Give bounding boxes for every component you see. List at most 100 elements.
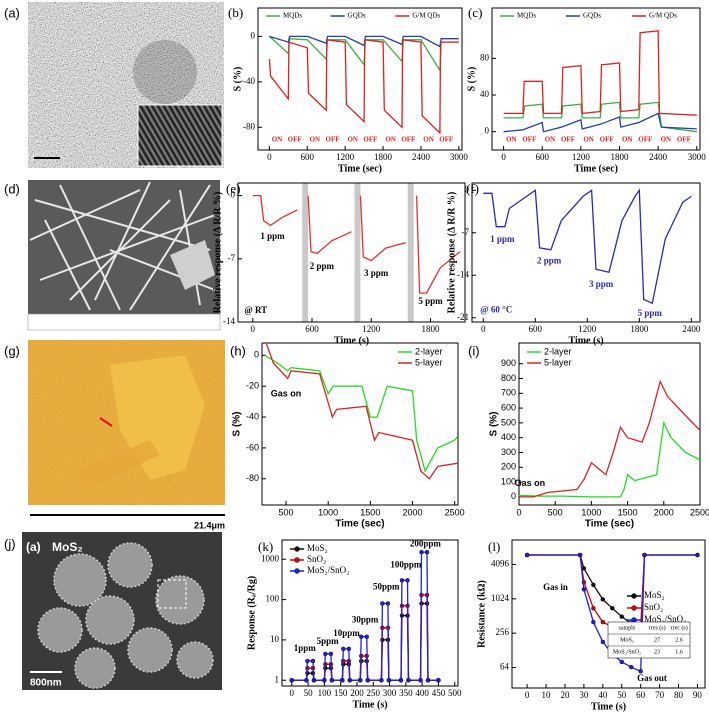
annotation: Gas on: [271, 388, 302, 398]
y-tick-label: 10: [270, 634, 280, 644]
series-marker: [399, 578, 405, 583]
legend-label: GQDs: [583, 12, 601, 20]
y-tick-label: 900: [501, 358, 516, 368]
annotation: OFF: [561, 136, 575, 144]
plot-content: [483, 188, 692, 305]
annotation: 100ppm: [390, 560, 422, 570]
inner-label: (a): [26, 540, 41, 554]
plot-content: [268, 35, 459, 135]
y-tick-label: -60: [246, 442, 259, 452]
x-tick-label: 0: [525, 690, 530, 700]
hrtem-inset: [137, 104, 223, 167]
y-tick-label: -7: [228, 253, 236, 263]
chart-panel: 0 10 20 30 40 50 60 70 80 90 64 256 1024 4096 MoS₂ SnO₂…: [476, 539, 706, 712]
y-axis-label: Response (Rₐ/Rg): [246, 576, 257, 650]
series-marker: [305, 658, 310, 664]
x-tick-label: 300: [383, 688, 397, 698]
annotation: OFF: [522, 136, 536, 144]
x-tick-label: 250: [367, 688, 381, 698]
annotation: 200ppm: [410, 539, 442, 549]
legend-label: G/M QDs: [649, 12, 677, 20]
x-tick-label: 1800: [611, 152, 630, 162]
annotation: Gas on: [515, 478, 546, 488]
series-marker: [642, 552, 647, 558]
y-tick-label: -7: [462, 227, 470, 237]
y-tick-label: 0: [254, 350, 259, 360]
x-tick-label: 500: [448, 688, 462, 698]
plot-frame: [471, 182, 701, 323]
y-axis-label: S (%): [466, 67, 477, 92]
y-tick-label: -14: [223, 316, 235, 326]
series-line: [519, 379, 700, 498]
annotation: OFF: [600, 136, 614, 144]
x-tick-label: 2400: [412, 152, 431, 162]
series-marker: [581, 587, 587, 592]
series-marker: [341, 646, 346, 652]
y-tick-label: 100: [266, 594, 280, 604]
plot-frame: [237, 182, 466, 323]
x-tick-label: 1000: [581, 507, 601, 517]
x-tick-label: 1200: [578, 324, 597, 334]
annotation: ON: [347, 136, 358, 144]
x-tick-label: 1000: [318, 507, 338, 517]
x-tick-label: 2500: [445, 507, 465, 517]
y-tick-label: 40: [480, 89, 490, 99]
legend-label: GQDs: [348, 12, 366, 20]
series-line: [252, 194, 461, 294]
series-marker: [386, 678, 392, 683]
x-tick-label: 150: [334, 688, 348, 698]
panel-label: (l): [488, 539, 500, 554]
panel-label: (i): [468, 343, 480, 358]
shaded-band: [302, 183, 309, 322]
plot-frame: [511, 539, 706, 689]
table-cell: 27: [654, 637, 660, 643]
chart-panel: 0 600 1200 1800 0 -7 -14 1 ppm 2 ppm 3 ppm 5 ppm @ …: [212, 181, 466, 346]
y-axis-label: S (%): [489, 412, 500, 437]
plot-content: [252, 194, 461, 294]
legend-label: G/M QDs: [412, 12, 440, 20]
annotation: OFF: [363, 136, 377, 144]
y-tick-label: -14: [457, 269, 469, 279]
y-tick-label: 0: [485, 126, 490, 136]
x-tick-label: 100: [318, 688, 332, 698]
annotation: ON: [661, 136, 672, 144]
x-tick-label: 2500: [690, 507, 709, 517]
series-marker: [524, 552, 530, 558]
series-line: [503, 112, 697, 133]
annotation: ON: [272, 136, 283, 144]
material-label: MoS₂: [52, 540, 83, 554]
series-marker: [629, 664, 634, 670]
y-tick-label: 700: [501, 388, 516, 398]
series-marker: [359, 634, 364, 639]
legend-label: 2-layer: [415, 346, 443, 356]
series-marker: [329, 678, 335, 683]
series-marker: [591, 619, 596, 625]
y-tick-label: 0: [231, 190, 236, 200]
x-tick-label: 10: [542, 690, 552, 700]
table-cell: MoS₂: [620, 637, 634, 643]
x-tick-label: 600: [535, 152, 549, 162]
annotation: ON: [310, 136, 321, 144]
x-tick-label: 200: [350, 688, 364, 698]
annotation: 50ppm: [373, 581, 400, 591]
plot-frame: [261, 342, 459, 506]
series-marker: [610, 606, 615, 611]
series-line: [483, 188, 692, 305]
y-axis-label: S (%): [232, 67, 243, 92]
y-tick-label: 64: [500, 662, 510, 672]
y-axis-label: Relative response (Δ R/R %): [446, 192, 457, 314]
nanosheet: [170, 240, 215, 290]
x-tick-label: 40: [598, 690, 608, 700]
y-tick-label: -80: [243, 121, 255, 131]
shaded-band: [354, 183, 361, 322]
afm-image: [28, 340, 225, 516]
panel-label: (k): [258, 539, 273, 554]
scale-bar-label: 21.4μm: [194, 520, 225, 530]
x-tick-label: 60: [636, 690, 646, 700]
legend-label: 5-layer: [415, 357, 443, 367]
annotation: 3 ppm: [589, 279, 614, 289]
zoom-box: [157, 579, 187, 609]
annotation: @ RT: [244, 305, 267, 315]
series-marker: [385, 601, 391, 606]
x-tick-label: 3000: [688, 152, 707, 162]
